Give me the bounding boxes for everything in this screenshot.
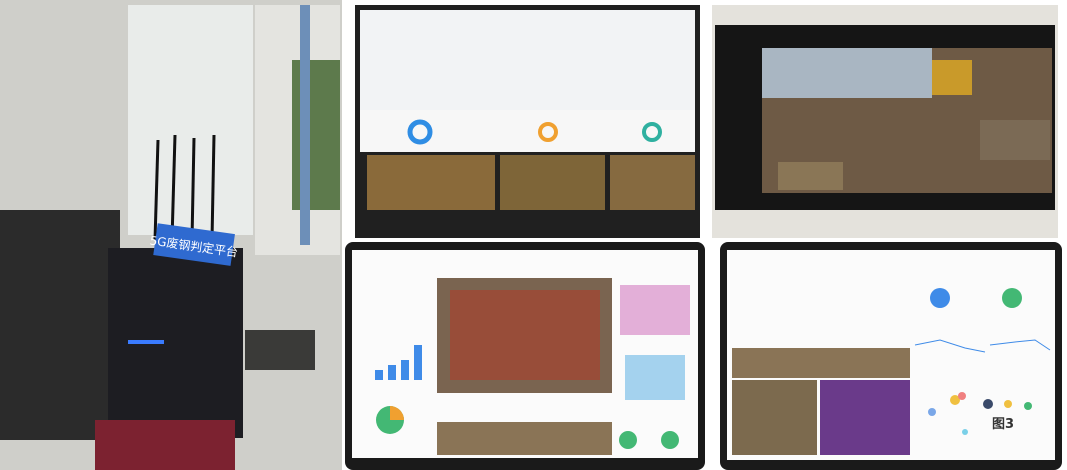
camera-thumb (367, 155, 495, 210)
bar-mark (414, 345, 422, 380)
pie (661, 431, 679, 449)
camera-view (820, 380, 910, 455)
router (245, 330, 315, 370)
donut (538, 122, 558, 142)
camera-thumb (500, 155, 605, 210)
antenna (170, 134, 177, 241)
bar-mark (375, 370, 383, 380)
top-middle-photo (355, 5, 700, 238)
bar-mark (401, 360, 409, 380)
antenna (190, 137, 196, 241)
figure-label: 图3 (992, 417, 1014, 432)
left-photo: 5G废钢判定平台 (0, 0, 342, 470)
bottom-middle-photo (345, 242, 705, 470)
camera-thumb (980, 120, 1050, 160)
bar-mark (388, 365, 396, 380)
line-chart (914, 339, 986, 353)
top-right-photo (712, 5, 1058, 238)
scatter-dot (962, 429, 968, 435)
window (128, 5, 253, 235)
camera-view (732, 380, 817, 455)
trees (292, 60, 340, 210)
cabinet (0, 210, 120, 440)
pie (619, 431, 637, 449)
pie-slice (390, 406, 404, 420)
area-chart (620, 285, 690, 335)
scatter-dot (983, 399, 993, 409)
scatter-dot (928, 408, 936, 416)
sky (762, 48, 932, 98)
donut (642, 122, 662, 142)
line-chart (989, 339, 1051, 351)
pipe (300, 5, 310, 245)
truck-bed (450, 290, 600, 380)
donut (407, 119, 433, 145)
table-area (360, 10, 695, 110)
scatter-dot (950, 395, 960, 405)
scatter-dot (1004, 400, 1012, 408)
antenna (153, 139, 160, 241)
antenna (210, 134, 216, 241)
pie (1002, 288, 1022, 308)
sign: 5G废钢判定平台 (149, 223, 239, 266)
camera-thumb (610, 155, 695, 210)
floor-object (95, 420, 235, 470)
chart-area (360, 110, 695, 152)
sign-board (153, 223, 235, 266)
crane (932, 60, 972, 95)
pie (930, 288, 950, 308)
scatter-dot (958, 392, 966, 400)
stacked-bars (625, 355, 685, 400)
camera-strip (732, 348, 910, 378)
scatter-dot (1024, 402, 1032, 410)
server-light (128, 340, 164, 344)
camera-strip (437, 422, 612, 455)
camera-thumb (778, 162, 843, 190)
bottom-right-photo: 图3 (720, 242, 1062, 470)
